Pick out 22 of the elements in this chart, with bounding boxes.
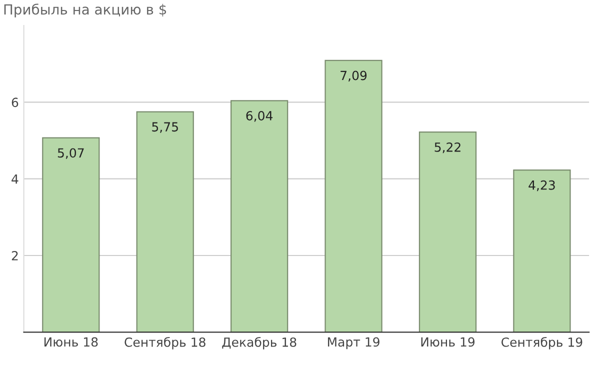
y-tick-label: 2 <box>12 250 18 260</box>
x-tick-label: Март 19 <box>328 337 380 350</box>
x-tick-label: Декабрь 18 <box>222 337 296 350</box>
data-label: 5,22 <box>434 142 460 154</box>
bar <box>324 60 382 332</box>
bar <box>136 111 194 332</box>
bar <box>230 100 288 332</box>
bar <box>418 132 477 332</box>
x-tick-label: Июнь 18 <box>44 337 98 347</box>
bar <box>513 169 571 332</box>
bar <box>42 137 100 332</box>
data-label: 7,09 <box>340 70 367 82</box>
x-tick-label: Июнь 19 <box>421 337 475 347</box>
x-tick-label: Сентябрь 18 <box>124 337 206 350</box>
y-tick-label: 6 <box>12 98 18 108</box>
x-tick-label: Сентябрь 19 <box>502 337 582 350</box>
data-label: 6,04 <box>246 111 273 122</box>
data-label: 4,23 <box>528 180 555 192</box>
data-label: 5,75 <box>152 122 178 133</box>
chart-title: Прибыль на акцию в $ <box>4 4 166 18</box>
data-label: 5,07 <box>58 148 84 159</box>
y-tick-label: 4 <box>12 174 18 184</box>
